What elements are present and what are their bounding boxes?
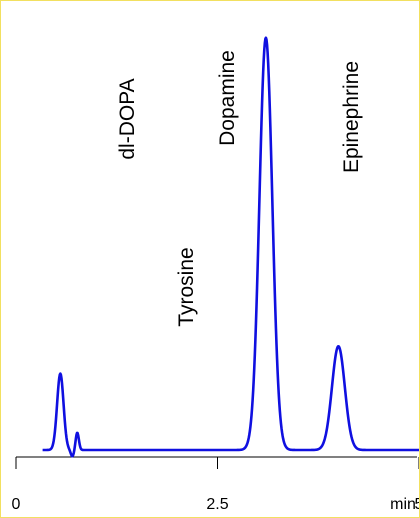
peak-label-0: dl-DOPA <box>116 78 139 159</box>
peak-label-1: Tyrosine <box>175 247 198 326</box>
x-tick-label-2: 5 <box>415 496 419 513</box>
chromatogram-trace <box>41 36 419 458</box>
x-tick-label-0: 0 <box>12 496 21 513</box>
x-tick-label-1: 2.5 <box>206 496 228 513</box>
peak-label-3: Epinephrine <box>340 61 363 173</box>
x-axis-unit-label: min <box>390 496 416 513</box>
peak-label-2: Dopamine <box>216 50 239 146</box>
peak-labels: dl-DOPA Tyrosine Dopamine Epinephrine <box>116 50 363 327</box>
x-axis-ticks: 02.557.5 <box>12 457 419 513</box>
